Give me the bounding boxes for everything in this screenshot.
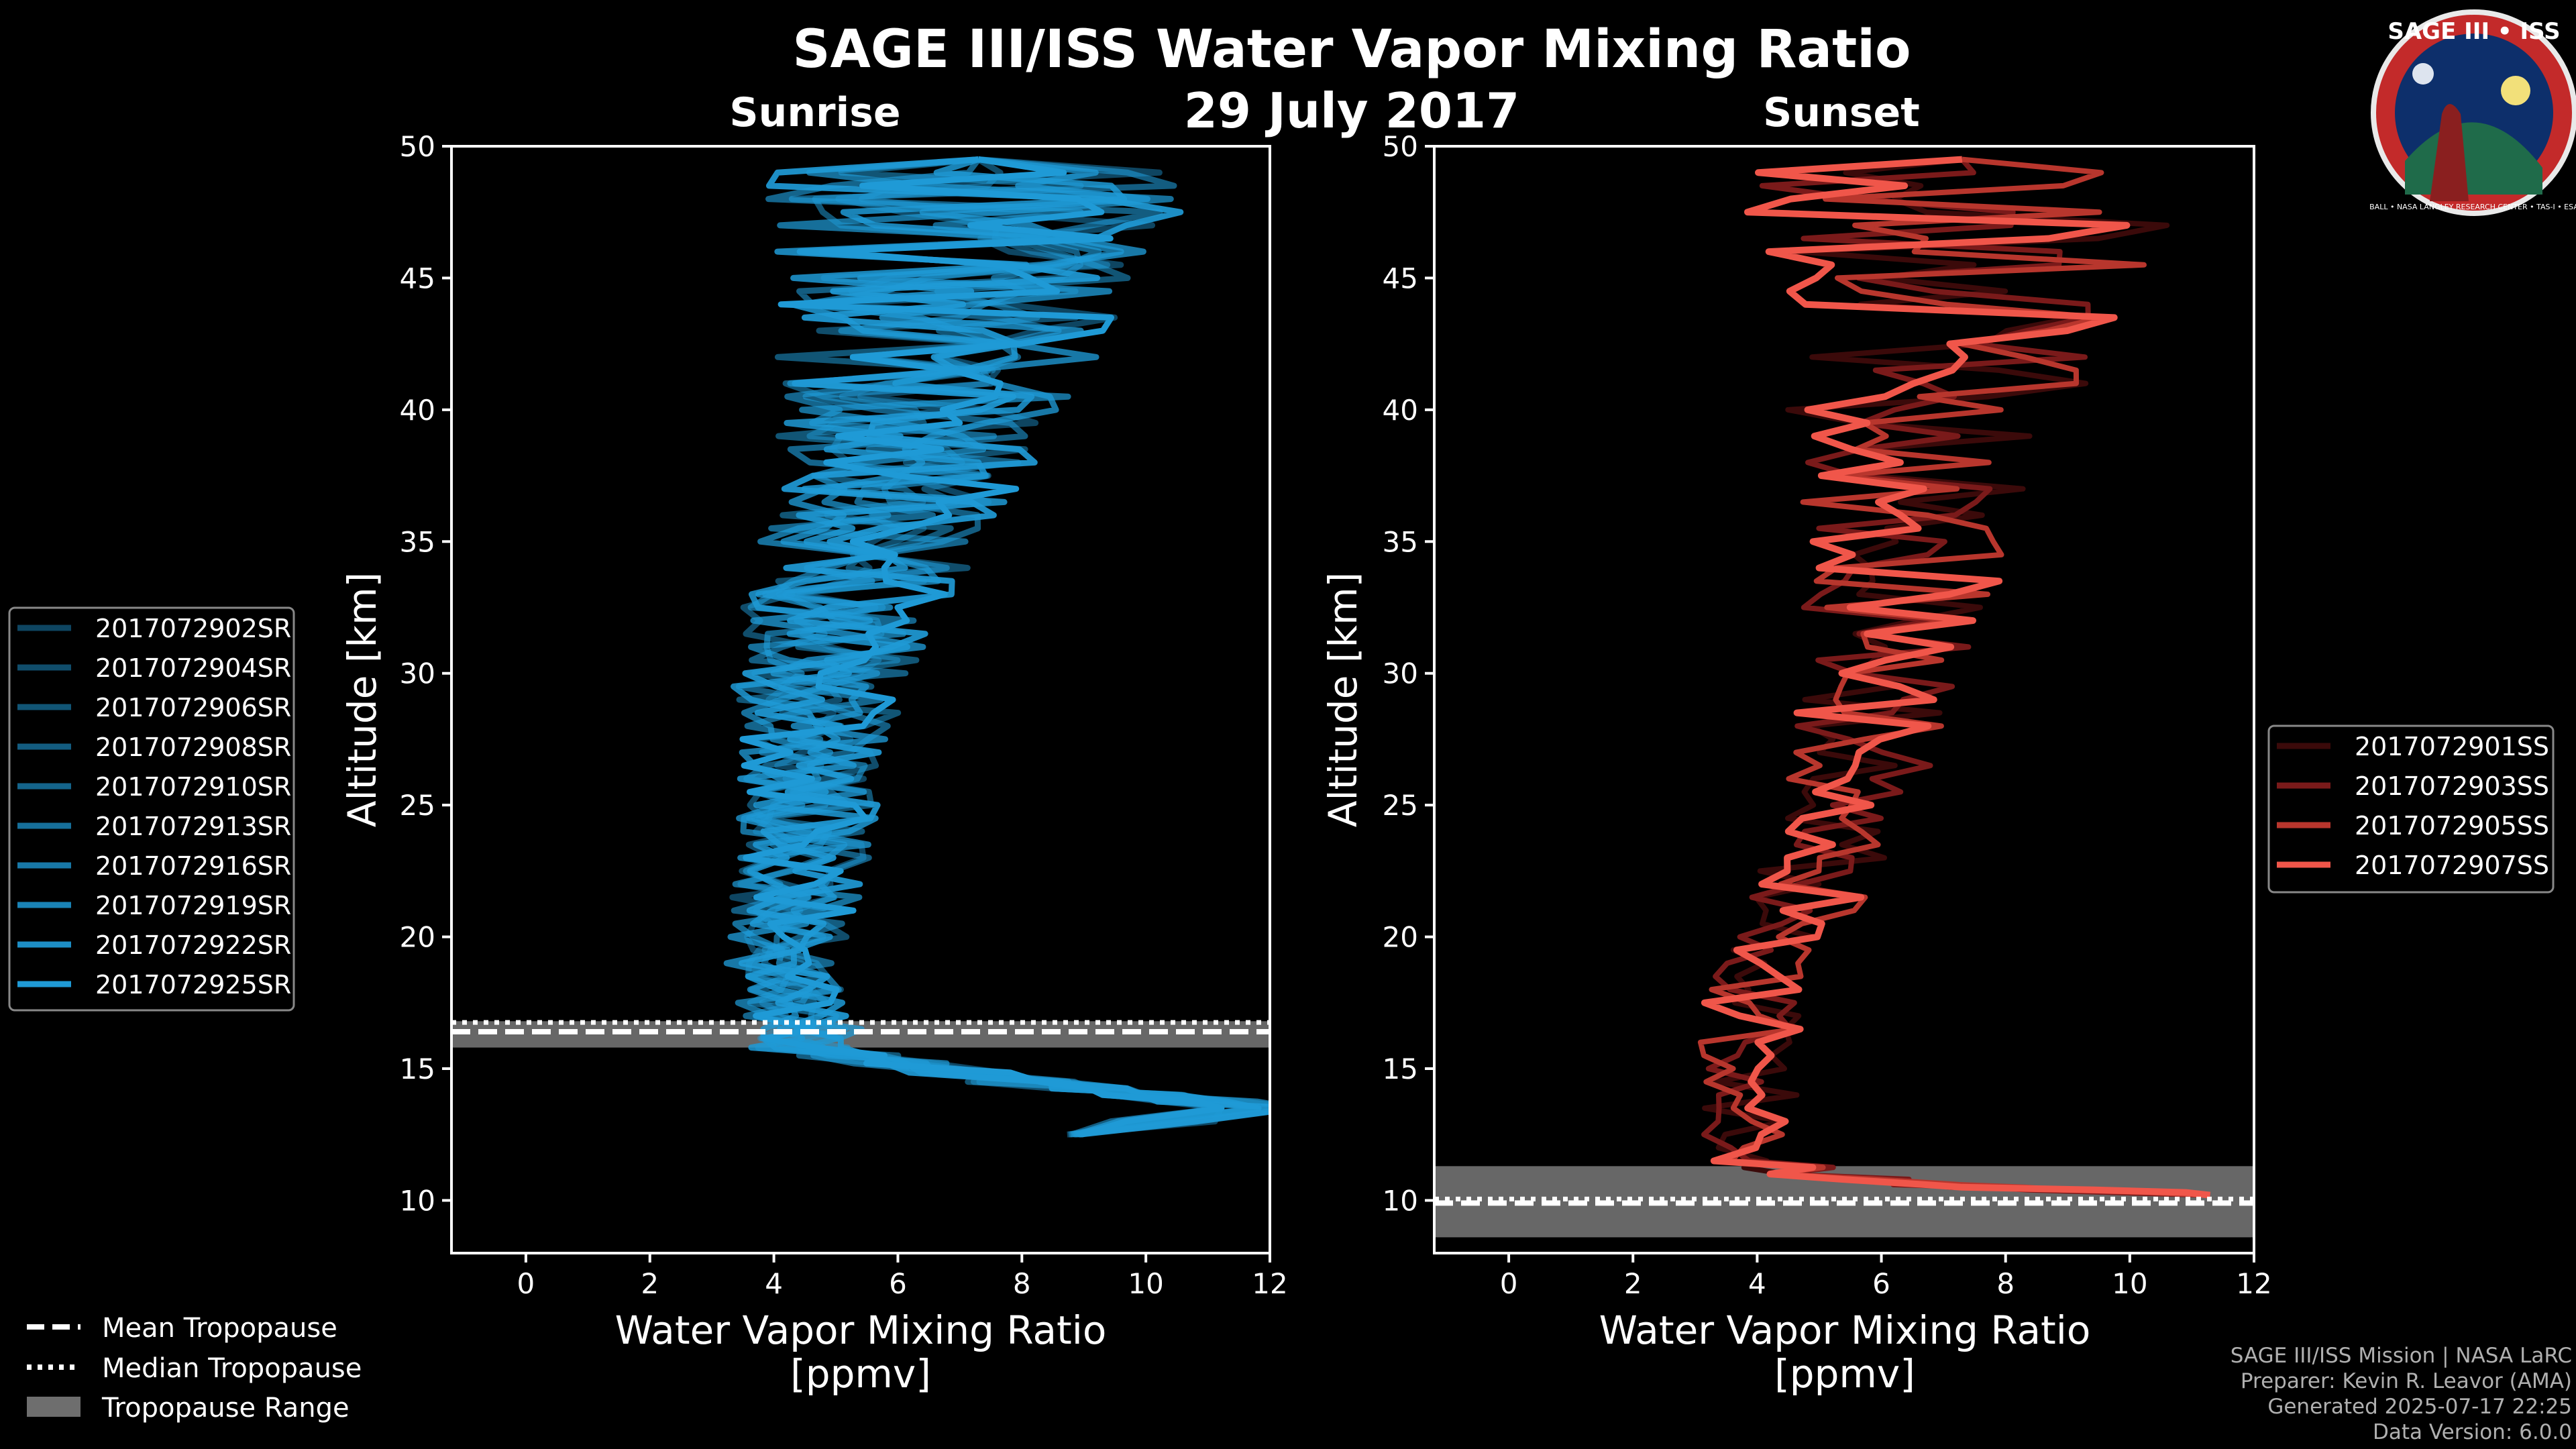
logo-moon-icon [2412,63,2434,85]
sunrise-xtick-label: 8 [1013,1267,1031,1300]
sunset-xtick-label: 4 [1748,1267,1766,1300]
footer-mission: SAGE III/ISS Mission | NASA LaRC [2230,1344,2572,1368]
footer-generated: Generated 2025-07-17 22:25 [2267,1395,2572,1419]
sunset-series-2017072907SS [1701,156,2211,1199]
sunrise-ytick-label: 30 [400,657,435,690]
sunrise-axes: 0 2 4 6 8 10 12 10 15 20 25 30 35 40 45 50 [400,130,1288,1300]
footer-credits: SAGE III/ISS Mission | NASA LaRC Prepare… [2231,1343,2572,1445]
sunset-ylabel: Altitude [km] [1320,572,1366,827]
sunrise-ytick-label: 10 [400,1184,435,1217]
sunrise-legend-label: 2017072925SR [95,970,291,1000]
sunset-legend-label: 2017072907SS [2355,851,2549,880]
sunset-xtick-label: 0 [1500,1267,1518,1300]
sunset-xtick-label: 2 [1624,1267,1642,1300]
sunrise-ytick-label: 25 [400,789,435,822]
sunrise-series-2017072919SR [731,156,1262,1138]
sunrise-xtick-label: 2 [641,1267,659,1300]
logo-figure-icon [2430,104,2469,201]
sunrise-legend-label: 2017072922SR [95,930,291,960]
sunset-legend-label: 2017072905SS [2355,811,2549,841]
logo-ring-text: BALL • NASA LANGLEY RESEARCH CENTER • TA… [2369,203,2576,211]
sunrise-ytick-label: 40 [400,394,435,427]
sunrise-legend-label: 2017072906SR [95,693,291,722]
sunrise-legend-label: 2017072908SR [95,733,291,762]
sunset-legend: 2017072901SS 2017072903SS 2017072905SS 2017… [2267,724,2555,894]
sunset-ytick-label: 25 [1383,789,1418,822]
sunset-legend-label: 2017072903SS [2355,771,2549,801]
sunrise-series-2017072925SR [739,156,1225,1138]
tropopause-legend: Mean Tropopause Median Tropopause Tropop… [27,1313,362,1424]
sunset-plot-background [1434,146,2254,1253]
mean-tropopause-label: Mean Tropopause [102,1313,337,1344]
sunrise-ytick-label: 45 [400,262,435,294]
sunset-xtick-label: 6 [1872,1267,1890,1300]
sunrise-legend-label: 2017072913SR [95,812,291,841]
sunrise-series-2017072910SR [743,157,1262,1138]
sunset-legend-label: 2017072901SS [2355,732,2549,761]
sunrise-legend-label: 2017072919SR [95,891,291,920]
sunrise-legend-label: 2017072902SR [95,614,291,643]
figure-title: SAGE III/ISS Water Vapor Mixing Ratio [792,19,1911,80]
sunset-ytick-label: 10 [1383,1184,1418,1217]
sunset-xtick-label: 10 [2112,1267,2147,1300]
sunrise-xlabel-line1: Water Vapor Mixing Ratio [615,1307,1107,1353]
sunrise-ytick-label: 20 [400,921,435,954]
sunset-axes: 0 2 4 6 8 10 12 10 15 20 25 30 35 40 45 50 [1383,130,2272,1300]
sunset-ytick-label: 40 [1383,394,1418,427]
sunrise-series-2017072916SR [723,156,1224,1138]
sunset-ytick-label: 20 [1383,921,1418,954]
figure-date: 29 July 2017 [1184,83,1519,139]
sunrise-xtick-label: 4 [765,1267,783,1300]
sunset-title: Sunset [1763,89,1920,136]
sunrise-xtick-label: 0 [517,1267,535,1300]
sunset-xtick-label: 12 [2236,1267,2271,1300]
sunset-ytick-label: 15 [1383,1053,1418,1085]
sunset-xlabel-line1: Water Vapor Mixing Ratio [1599,1307,2091,1353]
sunrise-ytick-label: 50 [400,130,435,163]
sunrise-ylabel: Altitude [km] [339,572,385,827]
sunrise-ytick-label: 15 [400,1053,435,1085]
sunrise-xtick-label: 12 [1252,1267,1287,1300]
sunrise-series-2017072922SR [739,156,1270,1138]
median-tropopause-label: Median Tropopause [102,1353,362,1384]
sage-logo: SAGE III • ISS BALL • NASA LANGLEY RESEA… [2369,9,2576,216]
sunrise-series-layer [451,156,1270,1138]
sunset-plot-frame [1433,145,2255,1254]
panel-sunset: Sunset 0 2 4 6 8 10 12 10 15 20 25 30 35 40 45 50 Altit… [1320,89,2272,1397]
footer-preparer: Preparer: Kevin R. Leavor (AMA) [2240,1369,2572,1393]
sunset-ytick-label: 30 [1383,657,1418,690]
sunrise-title: Sunrise [729,89,900,136]
sunset-legend-box [2267,724,2555,894]
footer-data-version: Data Version: 6.0.0 [2372,1420,2572,1444]
sunset-xtick-label: 8 [1996,1267,2015,1300]
logo-sun-icon [2501,76,2530,105]
sunset-ytick-label: 45 [1383,262,1418,294]
sunrise-plot-frame [450,145,1271,1254]
sunset-ytick-label: 50 [1383,130,1418,163]
sunrise-legend-label: 2017072916SR [95,851,291,881]
sunrise-xtick-label: 6 [889,1267,907,1300]
sunset-ytick-label: 35 [1383,525,1418,558]
sunset-xlabel-line2: [ppmv] [1774,1351,1915,1397]
sunrise-legend-label: 2017072910SR [95,772,291,802]
sunrise-legend-box [8,606,295,1012]
sunrise-legend-label: 2017072904SR [95,653,291,683]
sunset-series-layer [1434,156,2254,1206]
tropopause-range-swatch [27,1397,80,1417]
sunrise-legend: 2017072902SR 2017072904SR 2017072906SR 2017… [8,606,295,1012]
panel-sunrise: Sunrise 0 2 4 6 8 10 12 10 15 20 25 30 35 40 45 50 Alti… [339,89,1288,1397]
logo-top-text: SAGE III • ISS [2387,18,2560,45]
tropopause-range-label: Tropopause Range [101,1393,350,1424]
sunrise-xlabel-line2: [ppmv] [790,1351,931,1397]
sunrise-xtick-label: 10 [1128,1267,1163,1300]
sunrise-ytick-label: 35 [400,525,435,558]
